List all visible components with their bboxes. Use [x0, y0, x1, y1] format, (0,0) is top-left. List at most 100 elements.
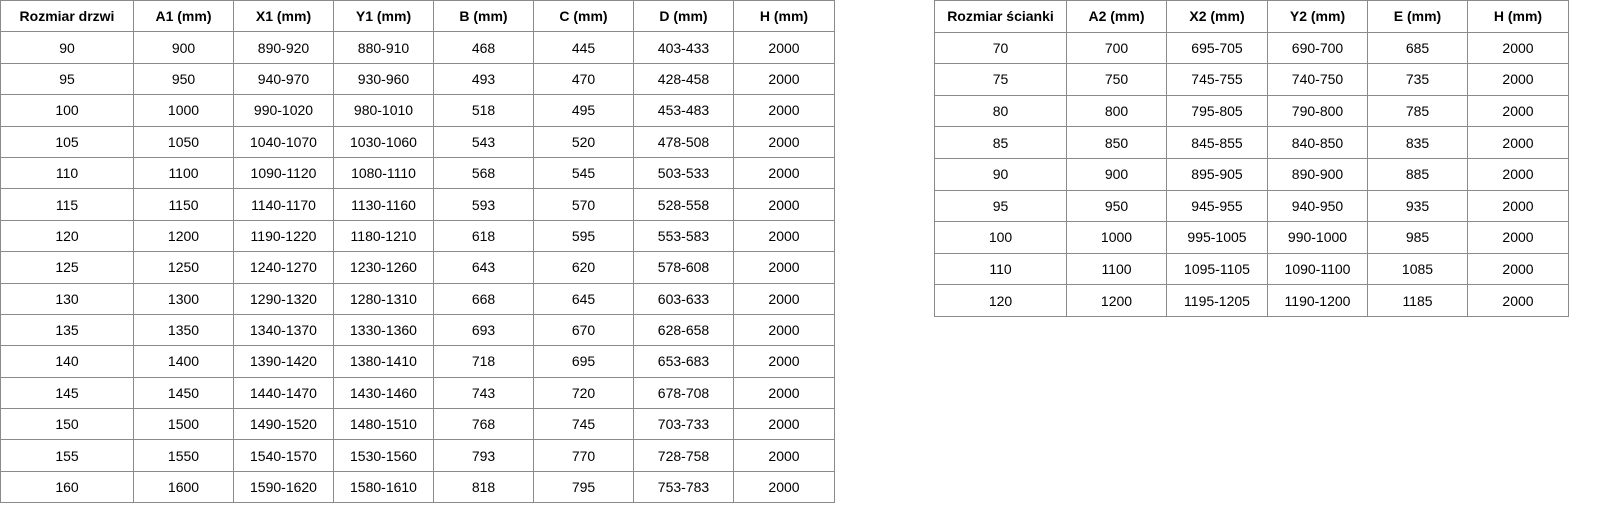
table-cell: 2000 — [1467, 221, 1569, 254]
table-cell: 740-750 — [1267, 63, 1368, 96]
table-cell: 885 — [1367, 157, 1468, 191]
column-header: Rozmiar drzwi — [0, 0, 134, 33]
table-cell: 945-955 — [1166, 189, 1268, 223]
table-cell: 1400 — [133, 345, 234, 378]
table-header-row: Rozmiar ścianki A2 (mm) X2 (mm) Y2 (mm) E (m… — [934, 0, 1569, 33]
table-cell: 1190-1200 — [1267, 284, 1368, 317]
table-cell: 2000 — [1467, 157, 1569, 191]
table-cell: 1100 — [133, 156, 234, 190]
table-cell: 2000 — [1467, 63, 1569, 96]
column-header: Rozmiar ścianki — [934, 0, 1067, 33]
table-cell: 1250 — [133, 251, 234, 284]
table-cell: 2000 — [733, 470, 835, 504]
table-cell: 503-533 — [633, 156, 734, 190]
table-cell: 1550 — [133, 439, 234, 472]
table-cell: 2000 — [1467, 94, 1569, 128]
column-header: H (mm) — [733, 0, 835, 33]
table-row: 150 1500 1490-1520 1480-1510 768 745 703-733 20… — [0, 408, 835, 441]
table-cell: 1240-1270 — [233, 251, 334, 284]
column-header: D (mm) — [633, 0, 734, 33]
table-cell: 2000 — [733, 62, 835, 96]
table-cell: 670 — [533, 313, 634, 347]
table-cell: 110 — [0, 156, 134, 190]
table-cell: 1185 — [1367, 284, 1468, 317]
table-row: 75 750 745-755 740-750 735 2000 — [934, 63, 1569, 96]
column-header: Y2 (mm) — [1267, 0, 1368, 33]
table-row: 95 950 945-955 940-950 935 2000 — [934, 189, 1569, 223]
table-cell: 1450 — [133, 376, 234, 410]
table-cell: 1190-1220 — [233, 219, 334, 253]
table-cell: 2000 — [1467, 126, 1569, 159]
table-cell: 2000 — [733, 408, 835, 441]
table-cell: 528-558 — [633, 188, 734, 221]
table-cell: 840-850 — [1267, 126, 1368, 159]
table-cell: 700 — [1066, 31, 1167, 65]
table-cell: 985 — [1367, 221, 1468, 254]
table-cell: 850 — [1066, 126, 1167, 159]
table-cell: 160 — [0, 470, 134, 504]
table-cell: 1150 — [133, 188, 234, 221]
table-cell: 900 — [1066, 157, 1167, 191]
table-cell: 818 — [433, 470, 534, 504]
table-cell: 935 — [1367, 189, 1468, 223]
table-cell: 618 — [433, 219, 534, 253]
column-header: Y1 (mm) — [333, 0, 434, 33]
table-cell: 795 — [533, 470, 634, 504]
table-cell: 720 — [533, 376, 634, 410]
table-cell: 155 — [0, 439, 134, 472]
table-header-row: Rozmiar drzwi A1 (mm) X1 (mm) Y1 (mm) B (mm)… — [0, 0, 835, 33]
table-row: 130 1300 1290-1320 1280-1310 668 645 603-633 20… — [0, 282, 835, 315]
table-cell: 95 — [934, 189, 1067, 223]
table-cell: 2000 — [733, 251, 835, 284]
table-cell: 795-805 — [1166, 94, 1268, 128]
table-cell: 718 — [433, 345, 534, 378]
table-cell: 1440-1470 — [233, 376, 334, 410]
table-cell: 2000 — [733, 313, 835, 347]
table-row: 125 1250 1240-1270 1230-1260 643 620 578-608 20… — [0, 251, 835, 284]
table-row: 80 800 795-805 790-800 785 2000 — [934, 94, 1569, 128]
table-cell: 545 — [533, 156, 634, 190]
table-row: 160 1600 1590-1620 1580-1610 818 795 753-783 20… — [0, 470, 835, 504]
table-cell: 1100 — [1066, 252, 1167, 286]
table-cell: 603-633 — [633, 282, 734, 315]
table-cell: 2000 — [733, 376, 835, 410]
table-cell: 745-755 — [1166, 63, 1268, 96]
table-cell: 890-900 — [1267, 157, 1368, 191]
table-cell: 1095-1105 — [1166, 252, 1268, 286]
table-cell: 135 — [0, 313, 134, 347]
table-cell: 470 — [533, 62, 634, 96]
table-cell: 493 — [433, 62, 534, 96]
table-cell: 593 — [433, 188, 534, 221]
table-cell: 835 — [1367, 126, 1468, 159]
table-cell: 75 — [934, 63, 1067, 96]
column-header: X2 (mm) — [1166, 0, 1268, 33]
table-cell: 595 — [533, 219, 634, 253]
table-cell: 428-458 — [633, 62, 734, 96]
table-cell: 678-708 — [633, 376, 734, 410]
table-cell: 578-608 — [633, 251, 734, 284]
table-cell: 1090-1120 — [233, 156, 334, 190]
table-cell: 793 — [433, 439, 534, 472]
table-cell: 1200 — [133, 219, 234, 253]
table-cell: 703-733 — [633, 408, 734, 441]
table-cell: 980-1010 — [333, 94, 434, 127]
table-cell: 695-705 — [1166, 31, 1268, 65]
table-cell: 745 — [533, 408, 634, 441]
table-cell: 1200 — [1066, 284, 1167, 317]
table-row: 140 1400 1390-1420 1380-1410 718 695 653-683 20… — [0, 345, 835, 378]
table-cell: 95 — [0, 62, 134, 96]
table-row: 90 900 895-905 890-900 885 2000 — [934, 157, 1569, 191]
table-cell: 1540-1570 — [233, 439, 334, 472]
table-cell: 2000 — [1467, 284, 1569, 317]
table-cell: 100 — [0, 94, 134, 127]
table-cell: 1030-1060 — [333, 125, 434, 158]
table-row: 90 900 890-920 880-910 468 445 403-433 2000 — [0, 31, 835, 64]
table-cell: 1290-1320 — [233, 282, 334, 315]
table-cell: 2000 — [733, 188, 835, 221]
table-cell: 845-855 — [1166, 126, 1268, 159]
table-cell: 735 — [1367, 63, 1468, 96]
table-cell: 140 — [0, 345, 134, 378]
table-cell: 553-583 — [633, 219, 734, 253]
table-cell: 645 — [533, 282, 634, 315]
table-cell: 478-508 — [633, 125, 734, 158]
